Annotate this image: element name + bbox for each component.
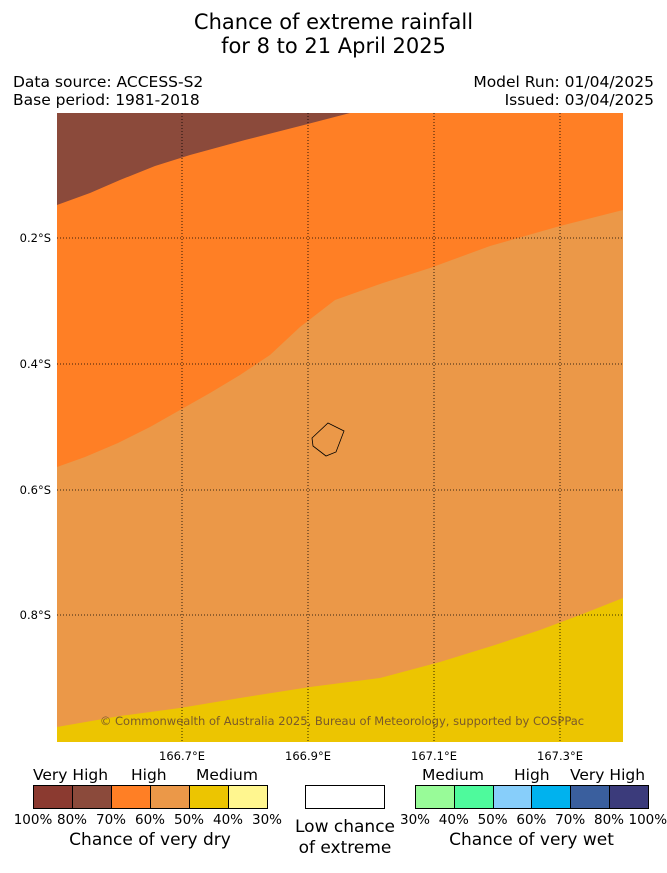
- dry-category-medium: Medium: [196, 766, 258, 784]
- lon-label: 166.7°E: [159, 749, 205, 763]
- lon-label: 167.1°E: [411, 749, 457, 763]
- dry-percent-label: 70%: [95, 812, 127, 828]
- dry-category-very-high: Very High: [33, 766, 109, 784]
- data-source-label: Data source: ACCESS-S2: [13, 73, 204, 91]
- chart-title-line1: Chance of extreme rainfall: [193, 10, 474, 34]
- region-medium-dry-50: [57, 598, 623, 742]
- low-chance-swatch: [305, 785, 385, 809]
- dry-swatch: [72, 785, 112, 809]
- wet-caption: Chance of very wet: [449, 830, 614, 850]
- dry-swatch: [189, 785, 229, 809]
- wet-swatch: [531, 785, 572, 809]
- dry-swatch: [33, 785, 73, 809]
- wet-swatch: [570, 785, 610, 809]
- wet-percent-label: 100%: [628, 812, 667, 828]
- low-chance-caption-line2: of extreme: [298, 838, 392, 858]
- dry-swatch: [150, 785, 190, 809]
- dry-percent-label: 50%: [173, 812, 205, 828]
- model-run-label: Model Run: 01/04/2025: [473, 73, 654, 91]
- island-outline: [311, 422, 345, 457]
- dry-caption: Chance of very dry: [69, 830, 231, 850]
- lon-label: 167.3°E: [537, 749, 583, 763]
- lon-label: 166.9°E: [285, 749, 331, 763]
- region-very-high-dry-80: [57, 113, 350, 205]
- wet-percent-label: 60%: [516, 812, 547, 828]
- dry-percent-label: 30%: [251, 812, 283, 828]
- region-high-dry-70: [57, 113, 623, 467]
- wet-swatch: [492, 785, 533, 809]
- wet-category-medium: Medium: [422, 766, 484, 784]
- wet-percent-label: 40%: [438, 812, 469, 828]
- wet-percent-label: 70%: [555, 812, 586, 828]
- dry-swatch: [111, 785, 151, 809]
- issued-label: Issued: 03/04/2025: [504, 91, 654, 109]
- wet-percent-label: 80%: [593, 812, 625, 828]
- wet-swatch: [415, 785, 455, 809]
- lat-label: 0.2°S: [20, 231, 51, 245]
- lat-label: 0.8°S: [20, 608, 51, 622]
- wet-swatch: [609, 785, 649, 809]
- wet-category-very-high: Very High: [570, 766, 646, 784]
- base-period-label: Base period: 1981-2018: [13, 91, 200, 109]
- wet-category-high: High: [514, 766, 550, 784]
- gridlines: [57, 113, 623, 742]
- dry-percent-label: 40%: [212, 812, 244, 828]
- lat-label: 0.4°S: [20, 357, 51, 371]
- wet-percent-label: 30%: [399, 812, 431, 828]
- chart-title-line2: for 8 to 21 April 2025: [221, 34, 446, 58]
- dry-swatch: [228, 785, 268, 809]
- dry-percent-label: 80%: [56, 812, 88, 828]
- copyright-notice: © Commonwealth of Australia 2025, Bureau…: [100, 714, 584, 728]
- dry-category-high: High: [131, 766, 167, 784]
- dry-percent-label: 60%: [134, 812, 166, 828]
- low-chance-caption-line1: Low chance: [295, 817, 395, 837]
- lat-label: 0.6°S: [20, 483, 51, 497]
- wet-percent-label: 50%: [477, 812, 508, 828]
- wet-swatch: [453, 785, 494, 809]
- dry-percent-label: 100%: [13, 812, 53, 828]
